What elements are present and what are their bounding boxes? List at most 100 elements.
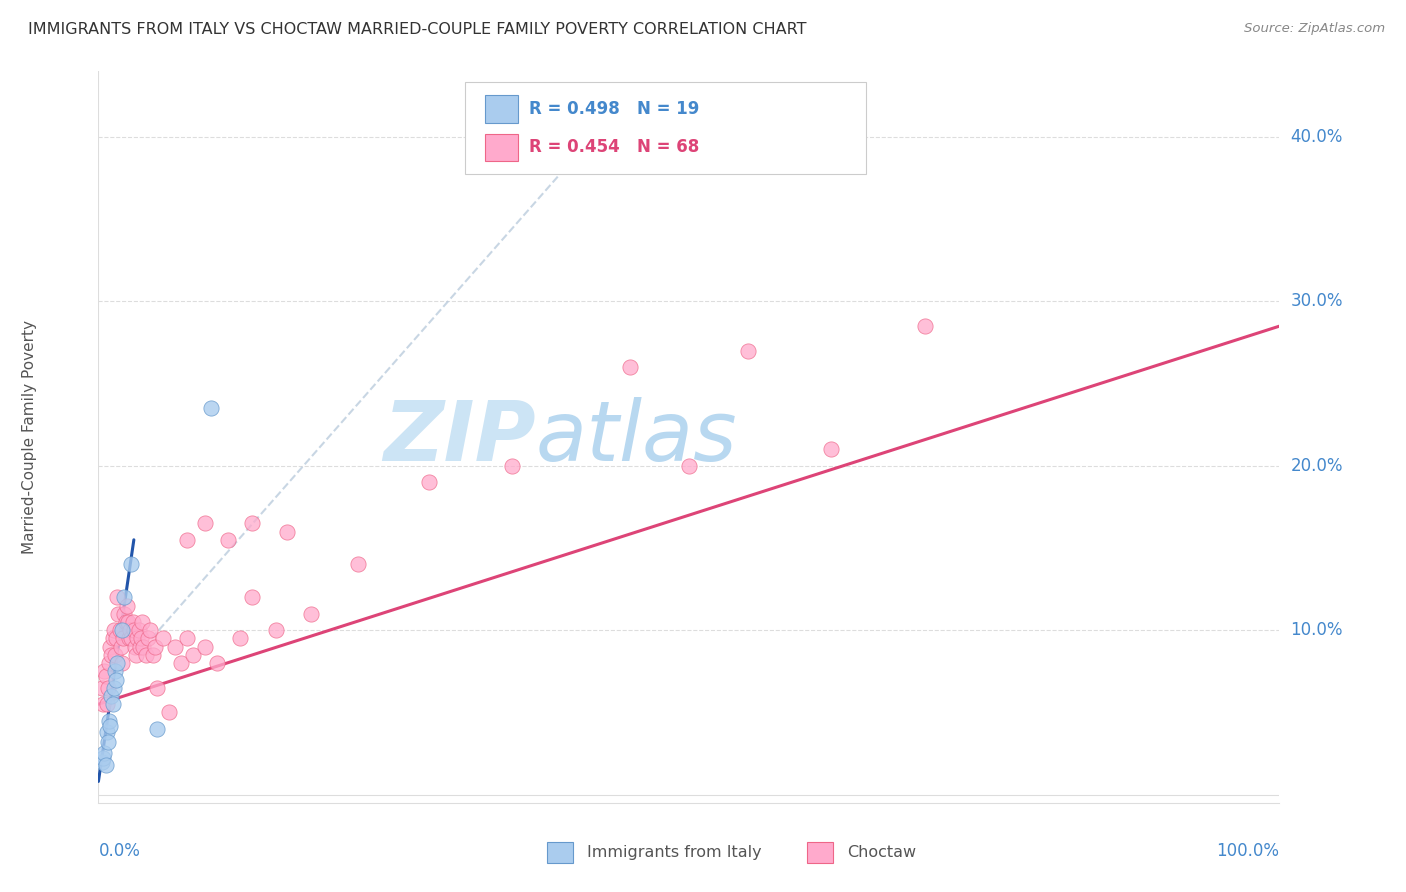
Point xyxy=(146,681,169,695)
Point xyxy=(678,458,700,473)
Point xyxy=(299,607,322,621)
Point xyxy=(111,656,134,670)
Point xyxy=(115,599,138,613)
Text: Choctaw: Choctaw xyxy=(848,845,917,860)
Point xyxy=(112,632,135,646)
Text: ZIP: ZIP xyxy=(382,397,536,477)
Point xyxy=(98,640,121,654)
Text: 30.0%: 30.0% xyxy=(1291,293,1343,310)
Point xyxy=(96,697,118,711)
FancyBboxPatch shape xyxy=(464,82,866,174)
Point xyxy=(94,758,117,772)
Point xyxy=(240,516,263,531)
Point xyxy=(128,624,150,638)
Point xyxy=(125,648,148,662)
Point xyxy=(114,615,136,629)
Point xyxy=(98,714,121,728)
Point xyxy=(103,624,125,638)
Point xyxy=(103,681,125,695)
Point xyxy=(139,624,162,638)
Point xyxy=(501,458,523,473)
Text: R = 0.498   N = 19: R = 0.498 N = 19 xyxy=(530,100,700,118)
Point xyxy=(276,524,298,539)
Text: R = 0.454   N = 68: R = 0.454 N = 68 xyxy=(530,138,700,156)
Point xyxy=(131,615,153,629)
Bar xyxy=(547,842,574,863)
Point xyxy=(118,632,141,646)
Point xyxy=(100,648,122,662)
Text: atlas: atlas xyxy=(536,397,737,477)
Point xyxy=(619,360,641,375)
Text: 0.0%: 0.0% xyxy=(98,842,141,860)
Point xyxy=(91,681,114,695)
Point xyxy=(91,697,114,711)
Point xyxy=(122,624,145,638)
Point xyxy=(127,632,149,646)
Point xyxy=(111,624,134,638)
Text: IMMIGRANTS FROM ITALY VS CHOCTAW MARRIED-COUPLE FAMILY POVERTY CORRELATION CHART: IMMIGRANTS FROM ITALY VS CHOCTAW MARRIED… xyxy=(28,22,807,37)
Point xyxy=(96,725,118,739)
Point xyxy=(217,533,239,547)
Point xyxy=(97,681,120,695)
Point xyxy=(124,640,146,654)
Point xyxy=(194,516,217,531)
Text: 100.0%: 100.0% xyxy=(1216,842,1279,860)
Point xyxy=(105,656,128,670)
Point xyxy=(93,665,115,679)
Point xyxy=(146,722,169,736)
Point xyxy=(91,755,114,769)
Point xyxy=(136,632,159,646)
Point xyxy=(105,632,128,646)
Point xyxy=(112,607,135,621)
Point xyxy=(121,615,143,629)
Text: 20.0%: 20.0% xyxy=(1291,457,1343,475)
Point xyxy=(264,624,287,638)
Point xyxy=(347,558,370,572)
Point xyxy=(101,632,124,646)
Point xyxy=(737,343,759,358)
Point xyxy=(165,640,187,654)
Text: Married-Couple Family Poverty: Married-Couple Family Poverty xyxy=(22,320,38,554)
Point xyxy=(914,319,936,334)
Bar xyxy=(485,95,517,122)
Point xyxy=(128,640,150,654)
Point xyxy=(129,632,152,646)
Point xyxy=(152,632,174,646)
Point xyxy=(101,697,124,711)
Point xyxy=(170,656,193,670)
Point xyxy=(94,669,117,683)
Point xyxy=(418,475,440,490)
Point xyxy=(108,624,131,638)
Point xyxy=(121,632,143,646)
Point xyxy=(142,648,165,662)
Point xyxy=(100,689,122,703)
Point xyxy=(135,648,157,662)
Point xyxy=(820,442,842,457)
Point xyxy=(93,747,115,761)
Point xyxy=(157,706,180,720)
Point xyxy=(240,591,263,605)
Point xyxy=(120,624,142,638)
Point xyxy=(91,751,114,765)
Point xyxy=(98,656,121,670)
Point xyxy=(205,656,228,670)
Bar xyxy=(807,842,832,863)
Point xyxy=(104,648,127,662)
Point xyxy=(176,632,198,646)
Point xyxy=(194,640,217,654)
Point xyxy=(105,591,128,605)
Point xyxy=(104,665,127,679)
Text: 10.0%: 10.0% xyxy=(1291,621,1343,640)
Text: Source: ZipAtlas.com: Source: ZipAtlas.com xyxy=(1244,22,1385,36)
Text: 40.0%: 40.0% xyxy=(1291,128,1343,146)
Point xyxy=(98,718,121,732)
Point xyxy=(132,640,155,654)
Point xyxy=(97,735,120,749)
Point xyxy=(229,632,252,646)
Text: Immigrants from Italy: Immigrants from Italy xyxy=(588,845,762,860)
Point xyxy=(176,533,198,547)
Bar xyxy=(485,134,517,161)
Point xyxy=(121,558,143,572)
Point xyxy=(117,615,139,629)
Point xyxy=(107,607,129,621)
